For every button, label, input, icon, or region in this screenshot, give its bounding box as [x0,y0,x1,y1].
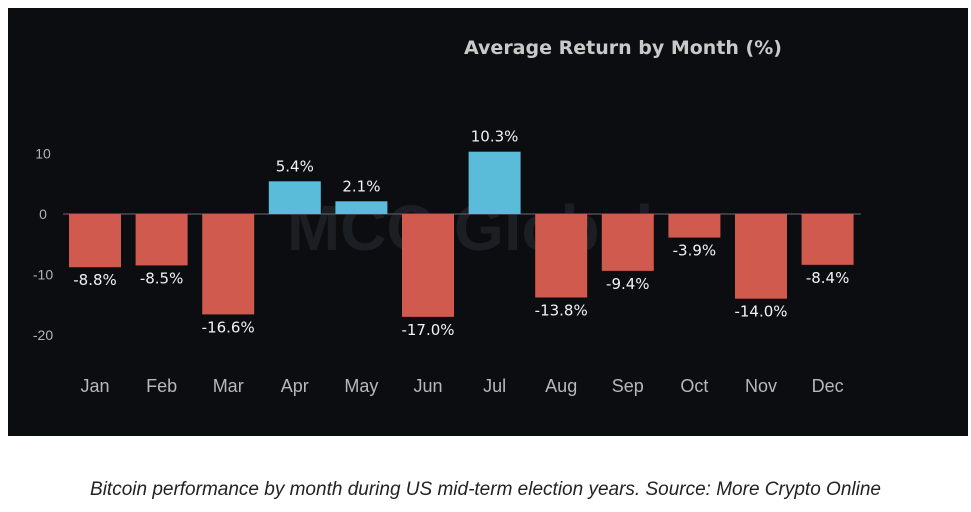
y-tick-label: 0 [39,206,47,222]
data-label: -13.8% [535,301,588,319]
x-tick-label: Feb [146,376,177,396]
data-label: -17.0% [401,321,454,339]
bar [601,214,654,271]
data-label: -8.8% [73,271,117,289]
chart-panel: MCO Global Average Return by Month (%) 10 0… [8,8,968,436]
bar [202,214,255,315]
x-tick-label: Jun [413,376,442,396]
x-tick-label: Oct [680,376,708,396]
x-tick-label: Nov [745,376,777,396]
data-label: -16.6% [202,318,255,336]
bar [135,214,188,266]
data-label: 2.1% [342,177,380,195]
data-label: 10.3% [471,128,519,146]
data-label: 5.4% [276,157,314,175]
bar [69,214,121,268]
data-label: -8.5% [140,269,184,287]
chart-title: Average Return by Month (%) [464,37,782,59]
x-tick-label: Sep [612,376,644,396]
x-tick-label: Jul [483,376,506,396]
data-label: -9.4% [606,275,650,293]
bar [668,214,721,238]
y-tick-label: -20 [33,327,53,343]
x-tick-label: May [344,376,378,396]
figure-caption: Bitcoin performance by month during US m… [90,479,881,500]
x-tick-label: Dec [812,376,844,396]
data-label: -3.9% [673,242,717,260]
x-tick-label: Jan [80,376,109,396]
y-tick-label: -10 [33,267,53,283]
bar [735,214,787,299]
bar [535,214,588,298]
x-tick-label: Aug [545,376,577,396]
bar [268,181,321,214]
bar [402,214,454,317]
x-tick-label: Apr [281,376,309,396]
x-tick-label: Mar [213,376,244,396]
y-tick-label: 10 [35,146,51,162]
bar [335,201,388,214]
bar [468,151,521,214]
data-label: -14.0% [734,303,787,321]
data-label: -8.4% [806,269,850,287]
bar [801,214,854,265]
